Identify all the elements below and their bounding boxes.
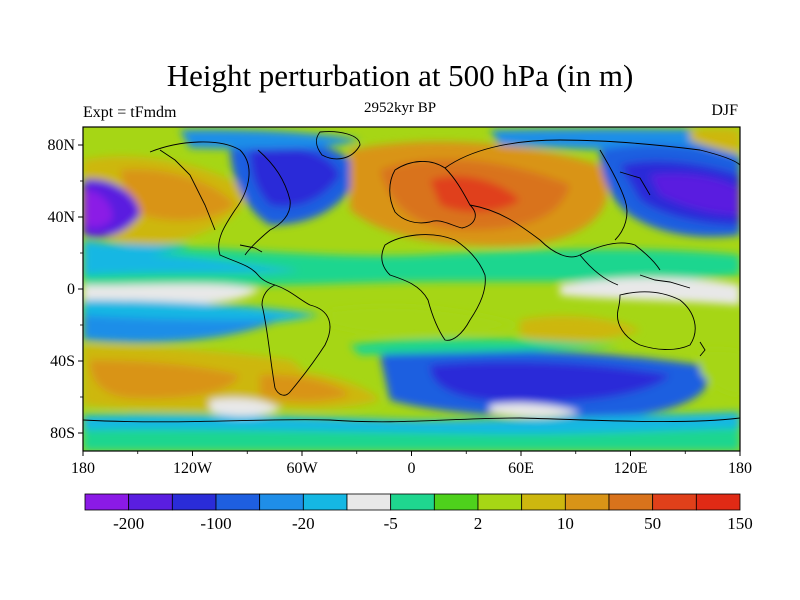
x-tick-label: 0 [408,460,416,477]
y-axis: 80N 40N 0 40S 80S [47,137,83,442]
colorbar-swatch [564,493,610,511]
colorbar-swatch [84,493,130,511]
season-label: DJF [711,102,738,119]
y-tick-label: 80N [47,137,75,154]
y-tick-label: 40N [47,209,75,226]
colorbar-label: -20 [292,514,315,533]
colorbar-label: -100 [200,514,231,533]
colorbar-swatch [215,493,261,511]
colorbar-swatch [652,493,697,511]
colorbar-swatch [346,493,392,511]
colorbar-label: -200 [113,514,144,533]
x-tick-label: 120E [614,460,648,477]
colorbar-label: 50 [644,514,661,533]
colorbar-label: 10 [557,514,574,533]
colorbar-swatch [302,493,348,511]
time-label: 2952kyr BP [363,100,437,116]
colorbar-label: -5 [384,514,398,533]
colorbar-swatch [390,493,435,511]
colorbar-swatch [521,493,566,511]
colorbar: -200 -100 -20 -5 2 10 50 150 [84,493,753,533]
x-axis: 180 120W 60W 0 60E 120E 180 [71,451,752,477]
plot-title: Height perturbation at 500 hPa (in m) [166,58,634,93]
colorbar-swatch [695,493,741,511]
colorbar-swatch [608,493,654,511]
height-field [83,127,740,451]
x-tick-label: 60W [286,460,318,477]
y-tick-label: 80S [50,425,75,442]
y-tick-label: 40S [50,353,75,370]
colorbar-swatch [259,493,304,511]
x-tick-label: 60E [508,460,534,477]
colorbar-swatch [128,493,173,511]
colorbar-swatch [477,493,523,511]
y-tick-label: 0 [67,281,75,298]
x-tick-label: 120W [173,460,213,477]
x-tick-label: 180 [728,460,752,477]
x-tick-label: 180 [71,460,95,477]
colorbar-swatch [433,493,479,511]
colorbar-swatch [171,493,217,511]
colorbar-label: 2 [474,514,483,533]
coastlines [83,131,740,423]
experiment-label: Expt = tFmdm [83,104,177,121]
colorbar-label: 150 [727,514,753,533]
